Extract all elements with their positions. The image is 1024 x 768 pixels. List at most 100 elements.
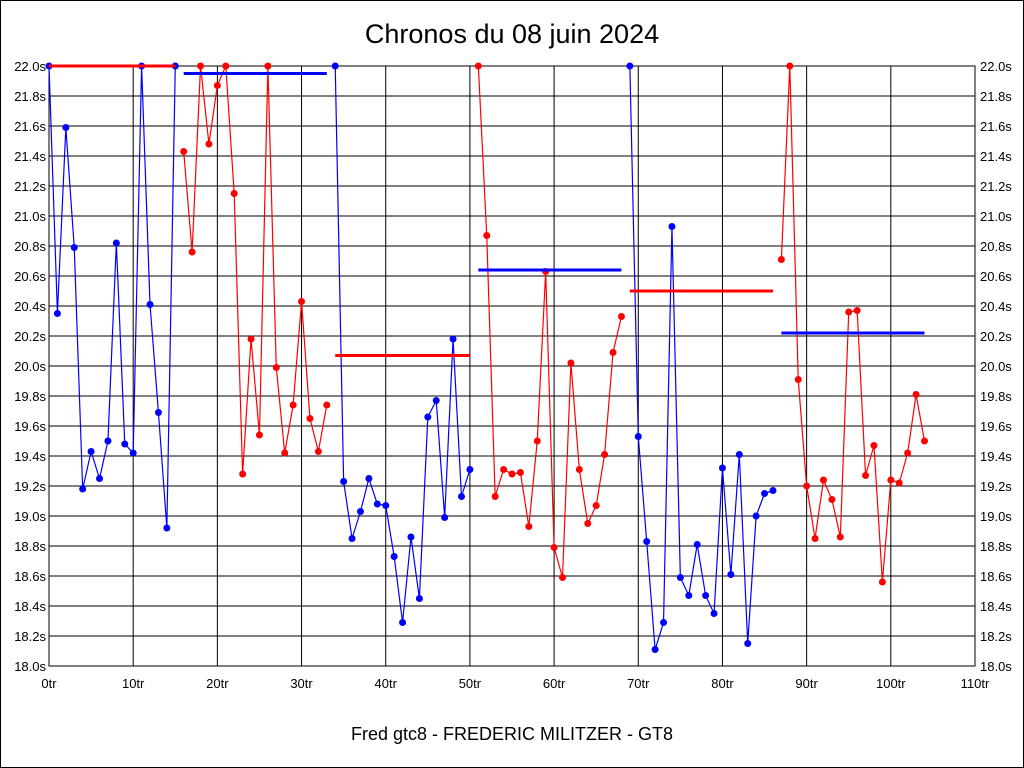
y-tick-label-right: 21.2s [980,179,1012,194]
data-point [718,464,726,472]
y-tick-label-right: 21.8s [980,89,1012,104]
y-tick-label-right: 18.8s [980,539,1012,554]
data-point [483,232,491,239]
data-point [752,512,760,520]
y-tick-label-left: 21.2s [14,179,46,194]
y-tick-label-left: 18.4s [14,599,46,614]
y-tick-label-left: 22.0s [14,59,46,74]
y-tick-label-right: 20.4s [980,299,1012,314]
y-tick-label-left: 20.0s [14,359,46,374]
data-point [794,376,802,383]
data-point [559,574,567,581]
x-tick-label: 10tr [122,676,145,691]
y-tick-label-left: 18.0s [14,659,46,674]
data-point [710,610,718,617]
data-point [457,493,465,500]
y-tick-label-right: 20.0s [980,359,1012,374]
data-point [239,470,247,478]
data-point [878,578,886,586]
y-tick-label-left: 18.6s [14,569,46,584]
data-point [920,437,928,445]
y-tick-label-left: 21.0s [14,209,46,224]
data-point [811,535,819,542]
series-line-relay-1 [48,65,176,529]
data-point [281,449,289,457]
x-tick-label: 40tr [375,676,398,691]
y-tick-label-left: 19.6s [14,419,46,434]
data-point [62,124,70,131]
y-tick-label-right: 20.2s [980,329,1012,344]
x-tick-label: 80tr [711,676,734,691]
data-point [626,62,634,70]
data-point [163,524,171,532]
data-point [744,640,752,647]
data-point [668,223,676,230]
data-point [415,595,423,602]
data-point [356,508,364,515]
data-point [500,466,508,473]
data-point [407,533,415,541]
y-tick-label-left: 20.2s [14,329,46,344]
data-point [340,478,348,485]
y-tick-label-right: 18.4s [980,599,1012,614]
data-point [205,140,213,148]
data-point [735,451,743,458]
data-point [727,571,735,578]
y-tick-label-left: 19.4s [14,449,46,464]
data-point [819,476,827,484]
data-point [188,248,196,256]
data-point [828,496,836,503]
data-point [289,401,297,409]
y-tick-label-right: 22.0s [980,59,1012,74]
data-point [660,619,668,626]
y-tick-label-left: 19.8s [14,389,46,404]
data-point [862,472,870,479]
x-axis-label: Fred gtc8 - FREDERIC MILITZER - GT8 [350,724,674,744]
y-tick-label-left: 21.6s [14,119,46,134]
y-tick-label-right: 18.0s [980,659,1012,674]
data-point [525,523,533,530]
data-point [567,359,575,367]
y-tick-label-right: 21.6s [980,119,1012,134]
y-tick-label-left: 21.8s [14,89,46,104]
data-point [643,538,651,545]
data-point [87,448,95,455]
y-tick-label-left: 21.4s [14,149,46,164]
data-point [474,62,482,70]
data-point [382,502,390,509]
y-tick-label-right: 19.8s [980,389,1012,404]
data-point [365,475,373,482]
data-point [685,592,693,599]
data-point [601,451,609,458]
y-tick-label-right: 21.0s [980,209,1012,224]
data-point [651,646,659,653]
data-point [222,62,230,70]
data-point [306,415,314,422]
data-point [777,256,785,263]
data-point [533,437,541,445]
data-point [786,62,794,70]
series-line-relay-4 [477,65,623,578]
series-line-relay-6 [780,65,926,583]
x-tick-label: 30tr [290,676,313,691]
x-tick-label: 50tr [459,676,482,691]
x-tick-label: 70tr [627,676,650,691]
data-point [550,544,558,551]
y-tick-label-right: 19.6s [980,419,1012,434]
data-point [870,442,878,449]
series-line-relay-5 [629,65,774,650]
data-point [508,470,516,478]
data-point [112,239,120,247]
data-point [213,82,221,89]
x-tick-label: 60tr [543,676,566,691]
y-tick-label-left: 20.4s [14,299,46,314]
data-point [887,476,895,484]
data-point [424,413,432,421]
data-point [853,307,861,314]
data-point [146,301,154,308]
data-point [70,244,78,251]
chart-title: Chronos du 08 juin 2024 [364,19,660,49]
data-point [803,482,811,490]
data-point [449,335,457,343]
